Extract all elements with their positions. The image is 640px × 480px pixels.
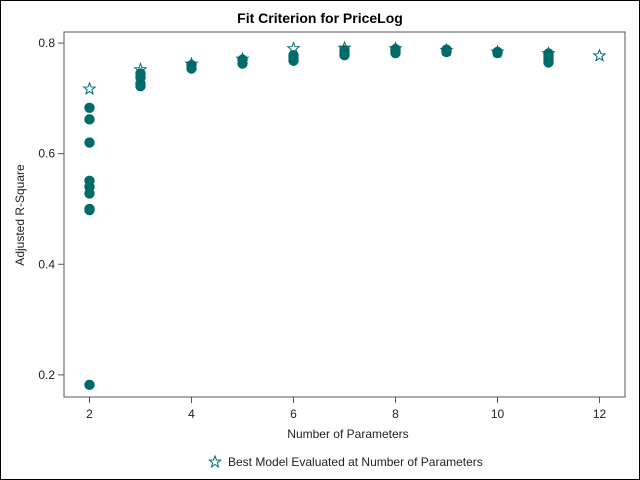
x-tick-label: 6 bbox=[290, 407, 297, 421]
y-tick-label: 0.2 bbox=[38, 368, 55, 382]
y-tick-label: 0.4 bbox=[38, 257, 55, 271]
data-point bbox=[84, 188, 95, 199]
y-tick-label: 0.6 bbox=[38, 147, 55, 161]
legend-star-marker bbox=[207, 454, 223, 469]
x-tick-label: 2 bbox=[86, 407, 93, 421]
data-point bbox=[543, 57, 554, 68]
best-model-star bbox=[439, 42, 454, 57]
best-model-star bbox=[133, 62, 148, 76]
x-tick-label: 10 bbox=[491, 407, 505, 421]
best-model-star bbox=[388, 41, 403, 55]
y-axis-label: Adjusted R-Square bbox=[13, 164, 27, 266]
best-model-star bbox=[235, 51, 250, 66]
data-point bbox=[84, 137, 95, 148]
legend-label: Best Model Evaluated at Number of Parame… bbox=[228, 455, 483, 469]
data-point bbox=[84, 379, 95, 391]
data-point bbox=[84, 102, 95, 113]
best-model-star bbox=[490, 44, 505, 58]
x-tick-label: 12 bbox=[593, 407, 607, 421]
data-point bbox=[84, 204, 95, 216]
x-axis-ticks: 2 4 6 8 10 12 bbox=[86, 397, 606, 421]
best-model-star bbox=[184, 56, 199, 71]
best-model-star bbox=[337, 40, 352, 55]
legend: Best Model Evaluated at Number of Parame… bbox=[207, 454, 483, 469]
y-axis-ticks: 0.2 0.4 0.6 0.8 bbox=[38, 36, 64, 382]
chart-title: Fit Criterion for PriceLog bbox=[237, 10, 403, 26]
x-tick-label: 8 bbox=[392, 407, 399, 421]
plot-area bbox=[63, 31, 626, 398]
best-model-star bbox=[592, 48, 607, 62]
x-tick-label: 4 bbox=[188, 407, 195, 421]
data-point bbox=[84, 114, 95, 125]
x-axis-label: Number of Parameters bbox=[287, 427, 408, 441]
data-points bbox=[84, 43, 554, 391]
data-point bbox=[135, 80, 146, 92]
y-tick-label: 0.8 bbox=[38, 36, 55, 50]
best-model-star bbox=[541, 46, 556, 60]
best-model-points bbox=[82, 40, 607, 95]
best-model-star bbox=[82, 81, 97, 95]
best-model-star bbox=[286, 41, 301, 55]
legend-star-icon bbox=[207, 454, 223, 469]
data-point bbox=[288, 55, 299, 66]
